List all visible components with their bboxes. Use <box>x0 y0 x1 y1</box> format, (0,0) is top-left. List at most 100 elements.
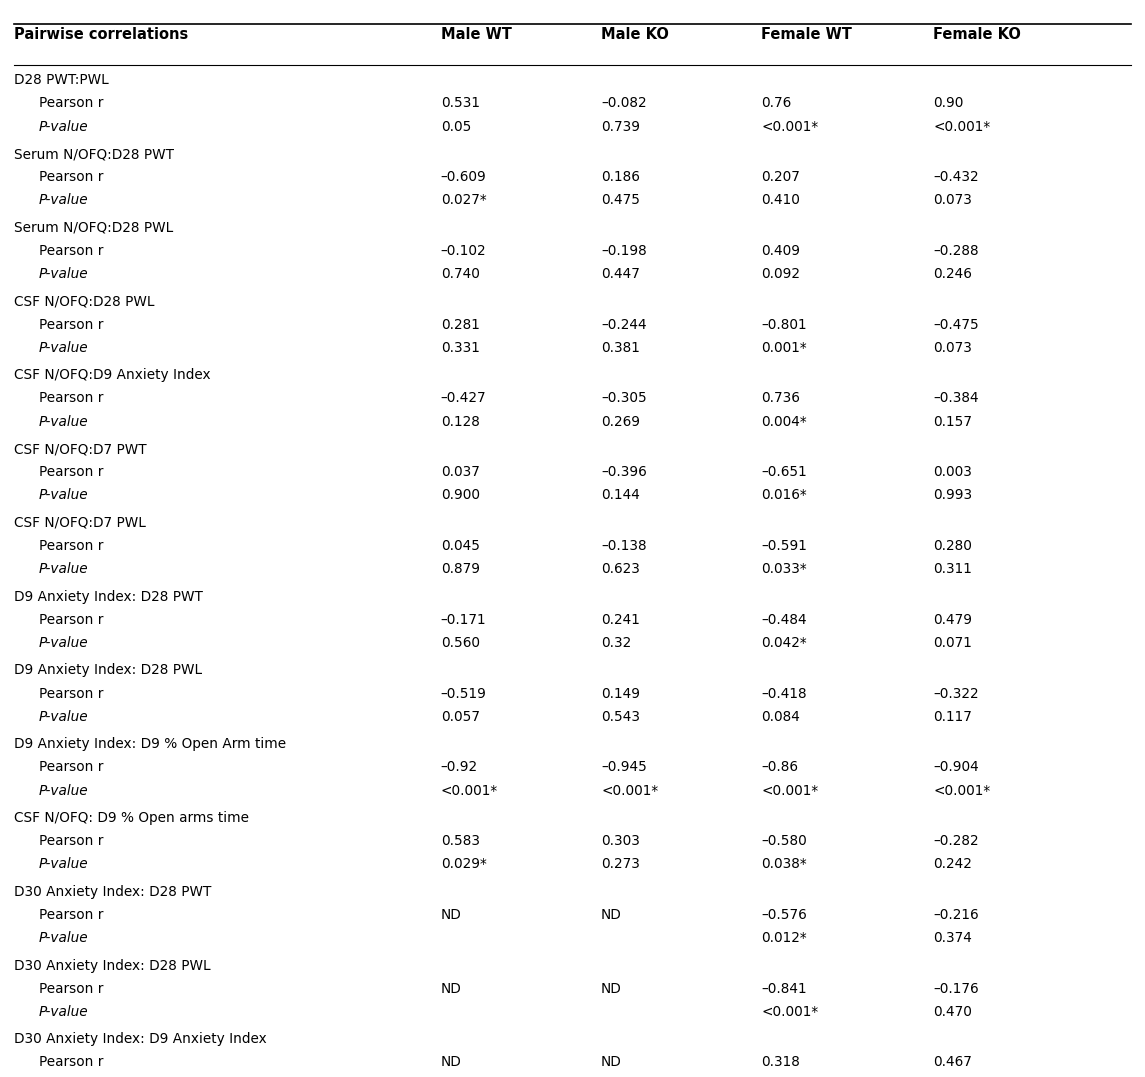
Text: –0.609: –0.609 <box>441 170 487 184</box>
Text: 0.045: 0.045 <box>441 538 480 553</box>
Text: 0.016*: 0.016* <box>761 488 807 502</box>
Text: 0.057: 0.057 <box>441 710 480 724</box>
Text: Male KO: Male KO <box>601 27 669 42</box>
Text: <0.001*: <0.001* <box>933 783 990 797</box>
Text: 0.038*: 0.038* <box>761 857 807 871</box>
Text: 0.092: 0.092 <box>761 267 800 281</box>
Text: 0.318: 0.318 <box>761 1055 800 1069</box>
Text: 0.32: 0.32 <box>601 635 631 649</box>
Text: 0.073: 0.073 <box>933 340 972 354</box>
Text: 0.993: 0.993 <box>933 488 972 502</box>
Text: P-value: P-value <box>39 415 88 429</box>
Text: Pearson r: Pearson r <box>39 465 103 479</box>
Text: P-value: P-value <box>39 340 88 354</box>
Text: 0.071: 0.071 <box>933 635 972 649</box>
Text: 0.186: 0.186 <box>601 170 640 184</box>
Text: –0.322: –0.322 <box>933 686 979 700</box>
Text: ND: ND <box>441 908 461 922</box>
Text: 0.900: 0.900 <box>441 488 480 502</box>
Text: 0.027*: 0.027* <box>441 193 487 207</box>
Text: ND: ND <box>601 908 622 922</box>
Text: 0.76: 0.76 <box>761 97 791 110</box>
Text: Pearson r: Pearson r <box>39 760 103 774</box>
Text: CSF N/OFQ:D9 Anxiety Index: CSF N/OFQ:D9 Anxiety Index <box>14 368 211 382</box>
Text: 0.311: 0.311 <box>933 562 972 576</box>
Text: 0.128: 0.128 <box>441 415 480 429</box>
Text: D9 Anxiety Index: D9 % Open Arm time: D9 Anxiety Index: D9 % Open Arm time <box>14 737 286 751</box>
Text: 0.583: 0.583 <box>441 834 480 848</box>
Text: –0.432: –0.432 <box>933 170 979 184</box>
Text: Male WT: Male WT <box>441 27 512 42</box>
Text: ND: ND <box>441 1055 461 1069</box>
Text: CSF N/OFQ:D28 PWL: CSF N/OFQ:D28 PWL <box>14 294 155 308</box>
Text: 0.381: 0.381 <box>601 340 640 354</box>
Text: <0.001*: <0.001* <box>933 120 990 134</box>
Text: D30 Anxiety Index: D28 PWL: D30 Anxiety Index: D28 PWL <box>14 959 211 973</box>
Text: <0.001*: <0.001* <box>441 783 498 797</box>
Text: –0.945: –0.945 <box>601 760 647 774</box>
Text: 0.149: 0.149 <box>601 686 640 700</box>
Text: 0.374: 0.374 <box>933 931 972 945</box>
Text: P-value: P-value <box>39 267 88 281</box>
Text: 0.05: 0.05 <box>441 120 472 134</box>
Text: 0.157: 0.157 <box>933 415 972 429</box>
Text: <0.001*: <0.001* <box>761 783 819 797</box>
Text: P-value: P-value <box>39 931 88 945</box>
Text: 0.736: 0.736 <box>761 391 800 405</box>
Text: 0.479: 0.479 <box>933 613 972 627</box>
Text: Pearson r: Pearson r <box>39 170 103 184</box>
Text: Pearson r: Pearson r <box>39 243 103 257</box>
Text: <0.001*: <0.001* <box>761 1005 819 1019</box>
Text: 0.242: 0.242 <box>933 857 972 871</box>
Text: –0.171: –0.171 <box>441 613 487 627</box>
Text: 0.447: 0.447 <box>601 267 640 281</box>
Text: P-value: P-value <box>39 635 88 649</box>
Text: P-value: P-value <box>39 193 88 207</box>
Text: 0.033*: 0.033* <box>761 562 807 576</box>
Text: 0.740: 0.740 <box>441 267 480 281</box>
Text: –0.282: –0.282 <box>933 834 979 848</box>
Text: –0.288: –0.288 <box>933 243 979 257</box>
Text: Pearson r: Pearson r <box>39 538 103 553</box>
Text: Pearson r: Pearson r <box>39 1055 103 1069</box>
Text: –0.580: –0.580 <box>761 834 807 848</box>
Text: P-value: P-value <box>39 710 88 724</box>
Text: D9 Anxiety Index: D28 PWL: D9 Anxiety Index: D28 PWL <box>14 663 202 677</box>
Text: –0.198: –0.198 <box>601 243 647 257</box>
Text: 0.467: 0.467 <box>933 1055 972 1069</box>
Text: CSF N/OFQ:D7 PWT: CSF N/OFQ:D7 PWT <box>14 442 147 456</box>
Text: P-value: P-value <box>39 120 88 134</box>
Text: Pairwise correlations: Pairwise correlations <box>14 27 188 42</box>
Text: Pearson r: Pearson r <box>39 391 103 405</box>
Text: –0.384: –0.384 <box>933 391 979 405</box>
Text: 0.543: 0.543 <box>601 710 640 724</box>
Text: CSF N/OFQ:D7 PWL: CSF N/OFQ:D7 PWL <box>14 516 145 530</box>
Text: P-value: P-value <box>39 1005 88 1019</box>
Text: 0.241: 0.241 <box>601 613 640 627</box>
Text: 0.073: 0.073 <box>933 193 972 207</box>
Text: 0.531: 0.531 <box>441 97 480 110</box>
Text: <0.001*: <0.001* <box>601 783 658 797</box>
Text: Female WT: Female WT <box>761 27 852 42</box>
Text: 0.273: 0.273 <box>601 857 640 871</box>
Text: ND: ND <box>601 1055 622 1069</box>
Text: –0.396: –0.396 <box>601 465 647 479</box>
Text: 0.207: 0.207 <box>761 170 800 184</box>
Text: –0.305: –0.305 <box>601 391 647 405</box>
Text: D30 Anxiety Index: D9 Anxiety Index: D30 Anxiety Index: D9 Anxiety Index <box>14 1032 267 1046</box>
Text: –0.484: –0.484 <box>761 613 807 627</box>
Text: 0.90: 0.90 <box>933 97 964 110</box>
Text: –0.576: –0.576 <box>761 908 807 922</box>
Text: 0.004*: 0.004* <box>761 415 807 429</box>
Text: 0.739: 0.739 <box>601 120 640 134</box>
Text: Pearson r: Pearson r <box>39 908 103 922</box>
Text: 0.001*: 0.001* <box>761 340 807 354</box>
Text: –0.591: –0.591 <box>761 538 807 553</box>
Text: –0.904: –0.904 <box>933 760 979 774</box>
Text: 0.037: 0.037 <box>441 465 480 479</box>
Text: Pearson r: Pearson r <box>39 834 103 848</box>
Text: 0.144: 0.144 <box>601 488 640 502</box>
Text: Serum N/OFQ:D28 PWT: Serum N/OFQ:D28 PWT <box>14 146 174 160</box>
Text: 0.280: 0.280 <box>933 538 972 553</box>
Text: ND: ND <box>601 981 622 995</box>
